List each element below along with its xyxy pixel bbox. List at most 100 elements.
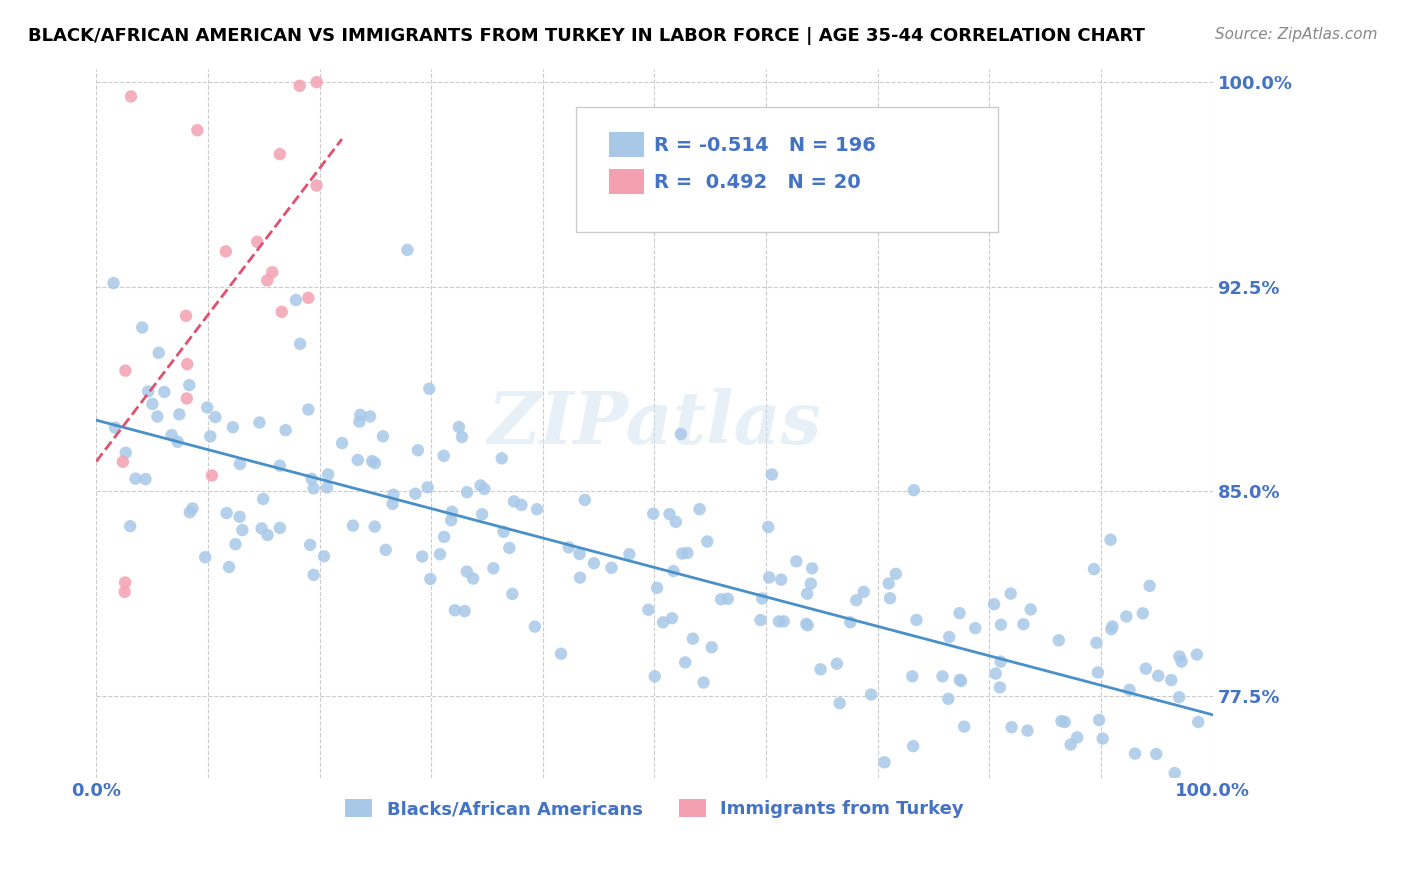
- Point: [568, 547, 591, 561]
- Point: [1019, 602, 1042, 616]
- Point: [673, 656, 696, 670]
- Point: [717, 591, 740, 606]
- Point: [645, 581, 668, 595]
- Point: [637, 603, 659, 617]
- Point: [845, 593, 868, 607]
- Point: [456, 565, 478, 579]
- Point: [938, 630, 960, 644]
- Point: [200, 429, 222, 443]
- Point: [444, 603, 467, 617]
- Point: [114, 575, 136, 590]
- Point: [1088, 713, 1111, 727]
- Point: [174, 309, 197, 323]
- Point: [181, 501, 204, 516]
- Point: [988, 681, 1011, 695]
- Point: [349, 415, 371, 429]
- Point: [342, 518, 364, 533]
- Point: [582, 556, 605, 570]
- Point: [1164, 766, 1187, 780]
- Point: [1099, 533, 1122, 547]
- Point: [114, 446, 136, 460]
- Point: [879, 591, 901, 606]
- Point: [758, 570, 780, 584]
- Point: [801, 561, 824, 575]
- Point: [949, 673, 972, 688]
- Point: [643, 507, 665, 521]
- Point: [418, 382, 440, 396]
- Point: [794, 616, 817, 631]
- Point: [1115, 609, 1137, 624]
- Point: [433, 530, 456, 544]
- Text: BLACK/AFRICAN AMERICAN VS IMMIGRANTS FROM TURKEY IN LABOR FORCE | AGE 35-44 CORR: BLACK/AFRICAN AMERICAN VS IMMIGRANTS FRO…: [28, 27, 1144, 45]
- Point: [411, 549, 433, 564]
- Point: [381, 497, 404, 511]
- Point: [1170, 655, 1192, 669]
- Point: [1135, 662, 1157, 676]
- Point: [103, 276, 125, 290]
- Point: [153, 384, 176, 399]
- Point: [1085, 636, 1108, 650]
- Point: [176, 357, 198, 371]
- Point: [120, 519, 142, 533]
- Point: [574, 493, 596, 508]
- Point: [936, 691, 959, 706]
- Point: [299, 538, 322, 552]
- Point: [114, 363, 136, 377]
- Point: [404, 486, 426, 500]
- Point: [669, 427, 692, 442]
- Point: [229, 457, 252, 471]
- Point: [364, 456, 387, 470]
- Point: [1066, 731, 1088, 745]
- Point: [169, 407, 191, 421]
- Point: [288, 78, 311, 93]
- Point: [146, 409, 169, 424]
- Point: [316, 467, 339, 482]
- Point: [1000, 586, 1022, 600]
- Point: [770, 573, 793, 587]
- Point: [498, 541, 520, 555]
- Point: [284, 293, 307, 307]
- Point: [429, 547, 451, 561]
- Point: [305, 75, 328, 89]
- Point: [301, 472, 323, 486]
- Point: [796, 587, 818, 601]
- Point: [661, 611, 683, 625]
- Point: [652, 615, 675, 630]
- Point: [349, 408, 371, 422]
- Point: [1144, 747, 1167, 761]
- Text: ZIPatlas: ZIPatlas: [488, 387, 821, 458]
- Point: [330, 436, 353, 450]
- Point: [262, 265, 284, 279]
- Point: [256, 273, 278, 287]
- Point: [689, 502, 711, 516]
- Point: [785, 554, 807, 568]
- Point: [710, 592, 733, 607]
- Point: [416, 480, 439, 494]
- Point: [134, 472, 156, 486]
- Point: [600, 561, 623, 575]
- Point: [364, 519, 387, 533]
- Point: [131, 320, 153, 334]
- Point: [768, 615, 790, 629]
- Point: [1139, 579, 1161, 593]
- Point: [676, 546, 699, 560]
- Point: [749, 613, 772, 627]
- Point: [810, 662, 832, 676]
- Point: [1047, 633, 1070, 648]
- Point: [948, 606, 970, 620]
- Point: [1050, 714, 1073, 729]
- Point: [828, 696, 851, 710]
- Point: [201, 468, 224, 483]
- Point: [492, 524, 515, 539]
- Point: [1123, 747, 1146, 761]
- Point: [662, 564, 685, 578]
- Point: [860, 688, 883, 702]
- Text: R =  0.492   N = 20: R = 0.492 N = 20: [654, 173, 860, 193]
- Point: [568, 571, 591, 585]
- Point: [148, 346, 170, 360]
- Point: [179, 378, 201, 392]
- Point: [510, 498, 533, 512]
- Point: [965, 621, 987, 635]
- Point: [433, 449, 456, 463]
- Point: [658, 507, 681, 521]
